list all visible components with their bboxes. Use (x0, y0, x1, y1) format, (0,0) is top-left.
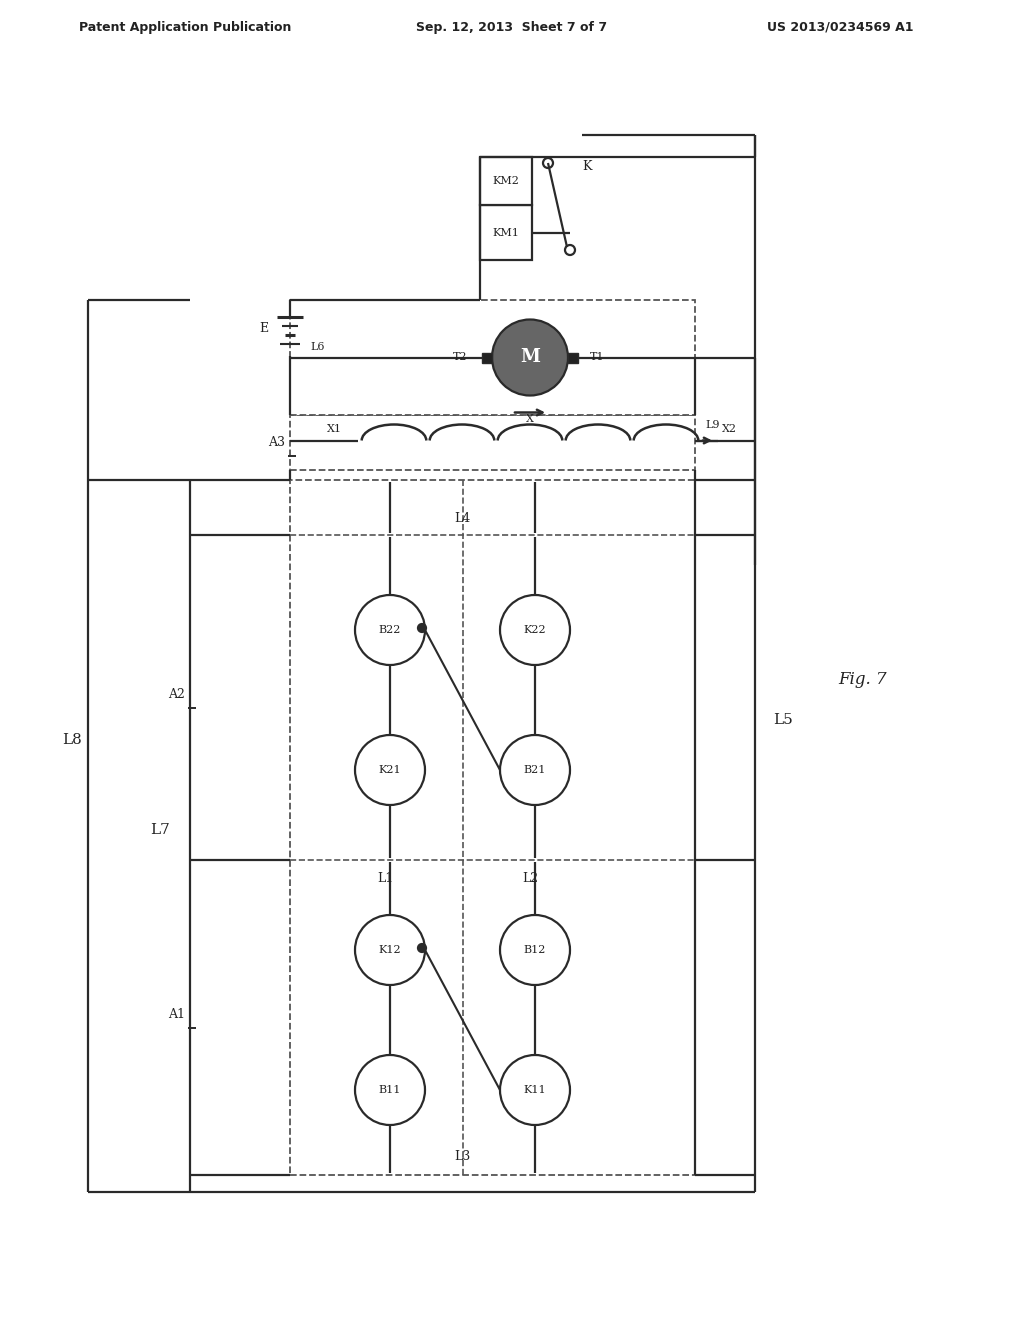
Text: X2: X2 (722, 424, 737, 433)
Text: L4: L4 (455, 512, 471, 525)
Text: B22: B22 (379, 624, 401, 635)
Circle shape (500, 915, 570, 985)
Circle shape (355, 915, 425, 985)
Circle shape (418, 944, 426, 952)
Text: L9: L9 (705, 420, 720, 429)
Text: T2: T2 (453, 352, 467, 363)
Text: L3: L3 (455, 1151, 471, 1163)
Bar (480, 205, 532, 260)
Text: US 2013/0234569 A1: US 2013/0234569 A1 (767, 21, 913, 33)
Text: A3: A3 (268, 436, 285, 449)
Circle shape (543, 158, 553, 168)
Text: L1: L1 (377, 871, 393, 884)
Text: K11: K11 (523, 1085, 547, 1096)
Text: T1: T1 (590, 352, 604, 363)
Text: B12: B12 (524, 945, 546, 954)
Text: X1: X1 (327, 424, 342, 433)
Text: B11: B11 (379, 1085, 401, 1096)
Text: A2: A2 (168, 689, 185, 701)
Circle shape (565, 246, 575, 255)
Text: E: E (259, 322, 268, 335)
Bar (480, 157, 532, 205)
Text: K21: K21 (379, 766, 401, 775)
Circle shape (500, 735, 570, 805)
Text: B21: B21 (524, 766, 546, 775)
Bar (290, 480, 695, 1175)
Text: K: K (582, 161, 592, 173)
Text: M: M (520, 348, 540, 367)
Bar (290, 414, 695, 470)
Text: Sep. 12, 2013  Sheet 7 of 7: Sep. 12, 2013 Sheet 7 of 7 (417, 21, 607, 33)
Text: X: X (526, 413, 534, 424)
Circle shape (418, 624, 426, 632)
Text: L6: L6 (310, 342, 325, 352)
Text: L8: L8 (62, 733, 82, 747)
Text: KM1: KM1 (493, 227, 519, 238)
Text: L2: L2 (522, 871, 538, 884)
Circle shape (500, 1055, 570, 1125)
Circle shape (355, 735, 425, 805)
Text: L7: L7 (151, 822, 170, 837)
Circle shape (355, 1055, 425, 1125)
Circle shape (355, 595, 425, 665)
Text: Patent Application Publication: Patent Application Publication (79, 21, 291, 33)
Text: K12: K12 (379, 945, 401, 954)
Circle shape (500, 595, 570, 665)
Text: L5: L5 (773, 713, 793, 727)
Text: A1: A1 (168, 1008, 185, 1022)
Text: Fig. 7: Fig. 7 (838, 672, 887, 689)
Text: KM2: KM2 (493, 176, 519, 186)
Bar (482, 352, 492, 363)
Text: K22: K22 (523, 624, 547, 635)
Bar (290, 300, 695, 414)
Bar (568, 352, 578, 363)
Circle shape (492, 319, 568, 396)
